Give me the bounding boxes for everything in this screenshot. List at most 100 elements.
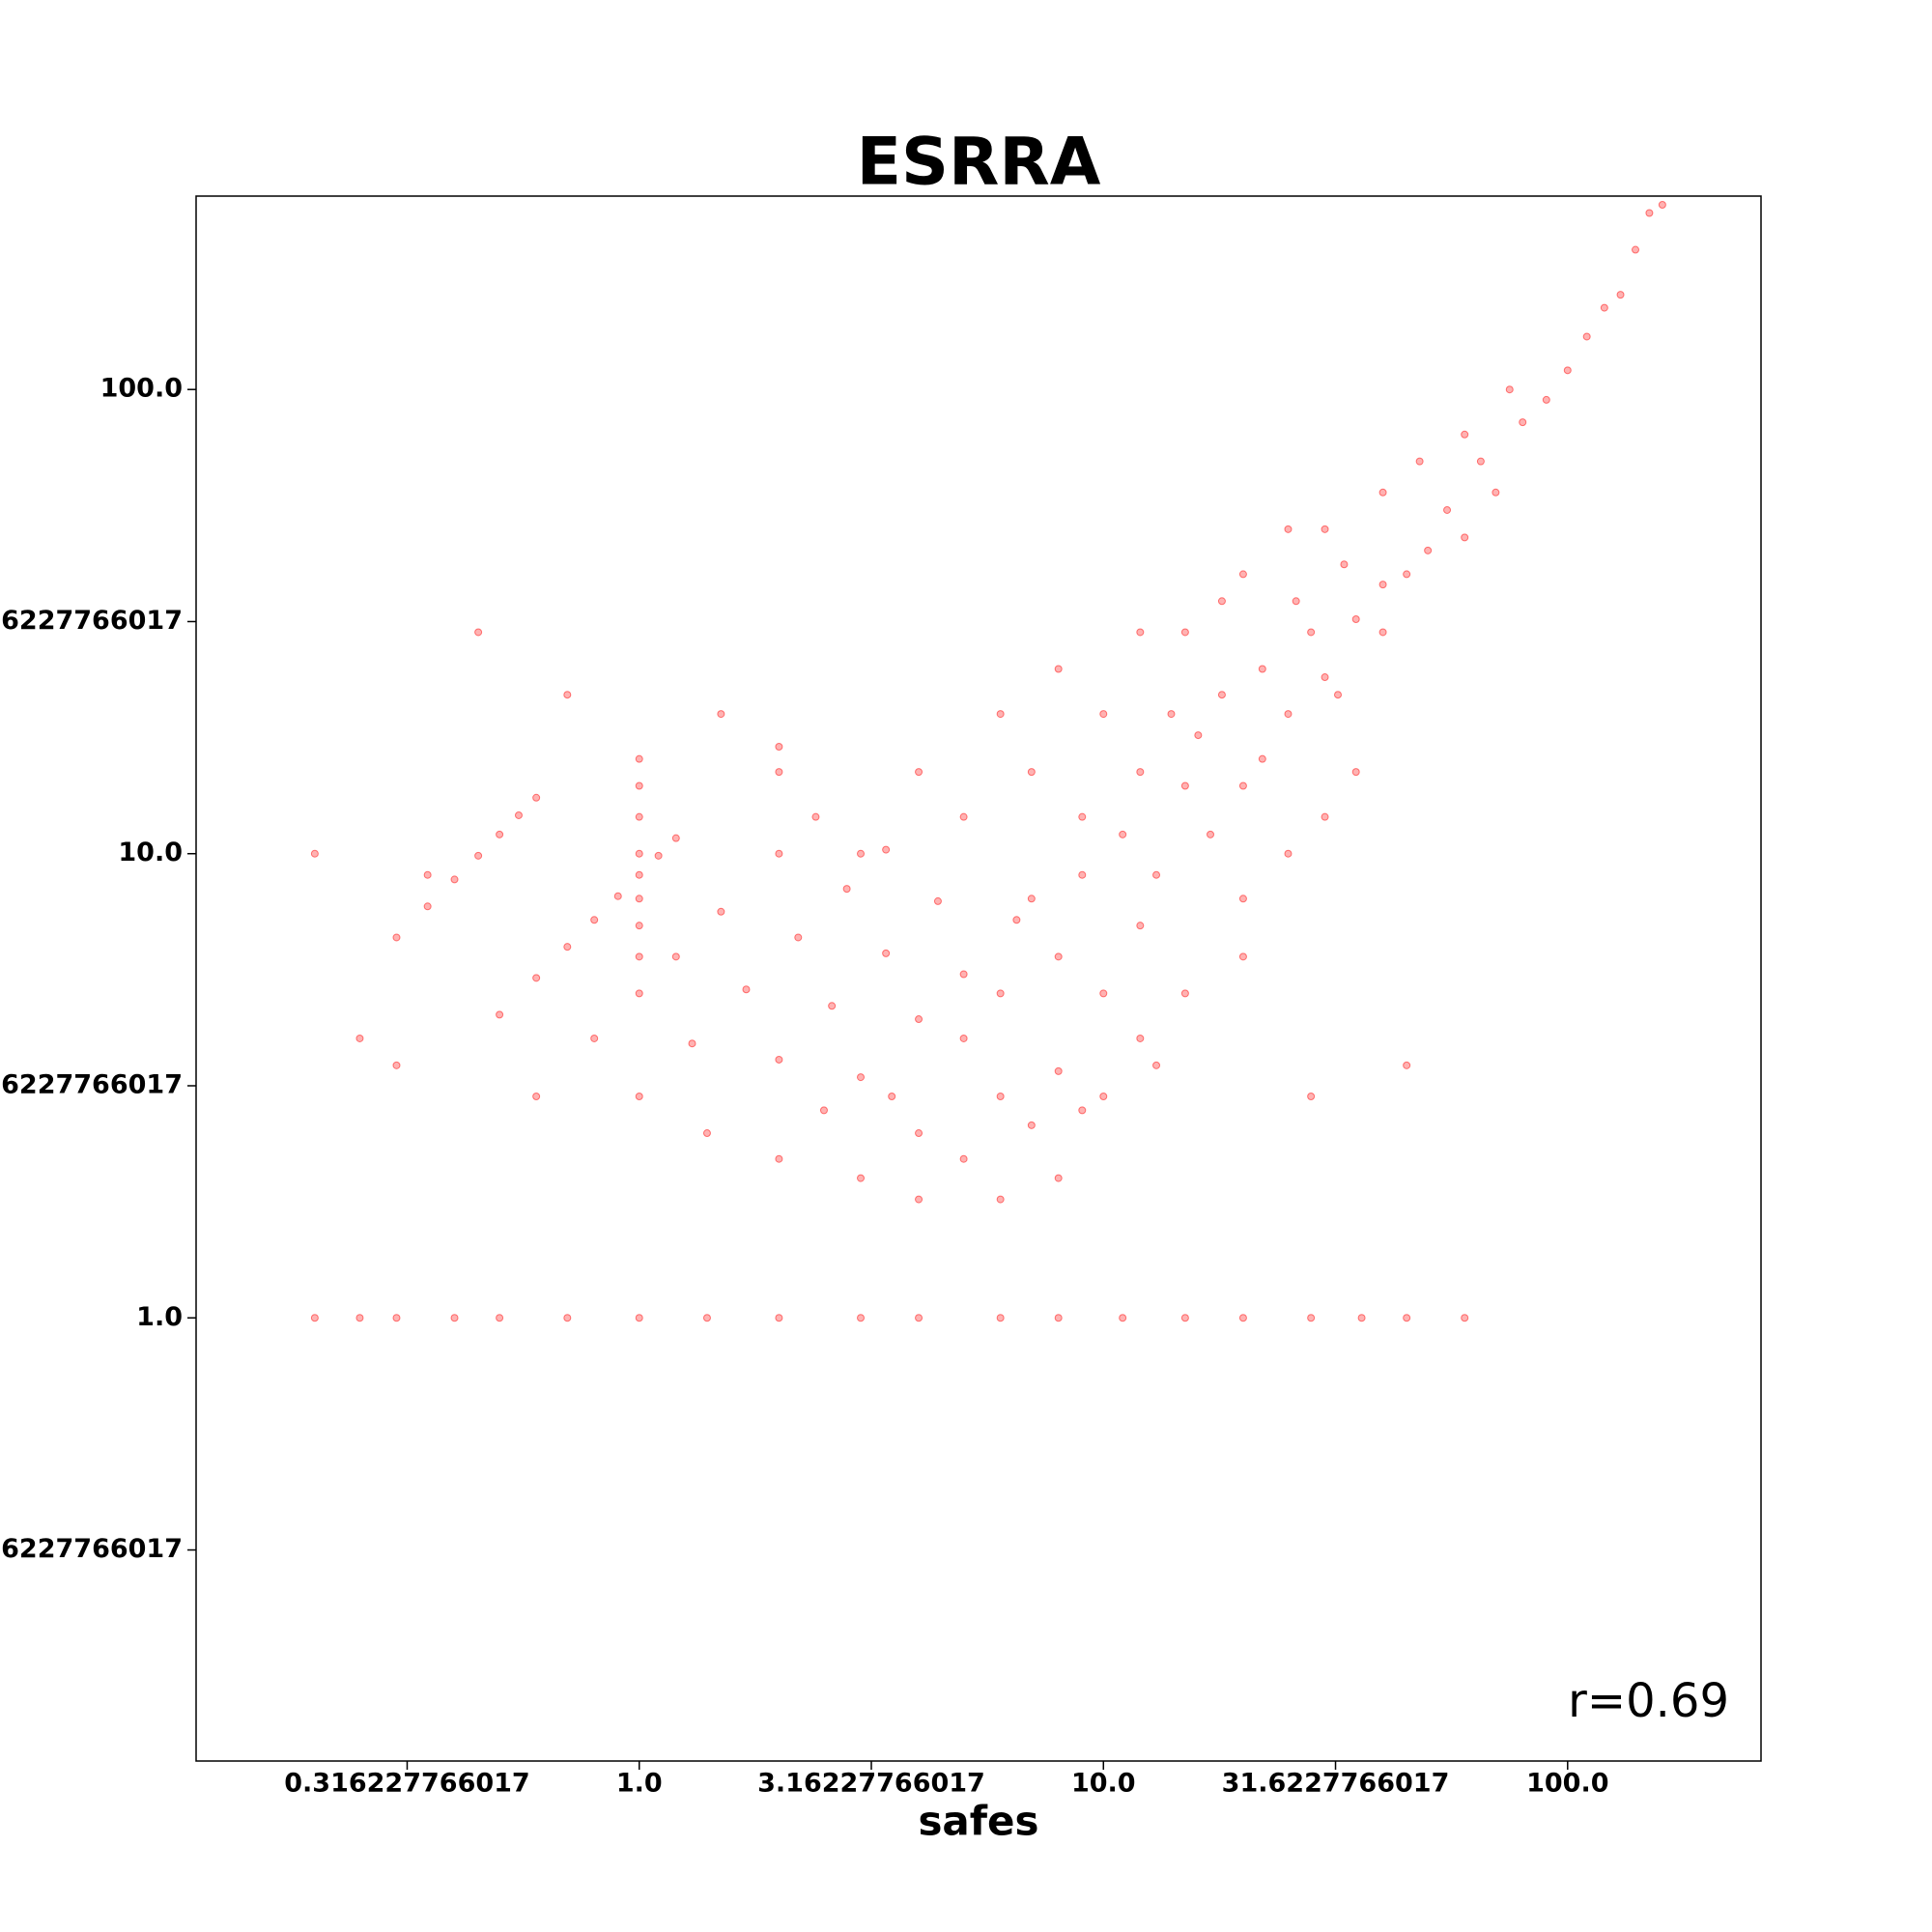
point (474, 628, 483, 637)
x-tick-label: 31.6227766017 (1222, 1769, 1450, 1799)
point (882, 845, 891, 854)
point (1334, 691, 1343, 699)
point (1078, 812, 1087, 821)
point (310, 1314, 319, 1322)
point (1238, 570, 1247, 579)
point (392, 1061, 401, 1069)
point (1238, 781, 1247, 790)
point (1632, 245, 1640, 254)
point (1284, 525, 1293, 533)
point (496, 1010, 504, 1019)
point (775, 1154, 783, 1163)
point (915, 1195, 923, 1204)
point (635, 895, 643, 903)
point (1078, 1106, 1087, 1115)
point (450, 1314, 459, 1322)
point (1167, 710, 1176, 719)
point (1258, 754, 1266, 763)
point (1424, 546, 1433, 554)
point (959, 1034, 968, 1042)
point (563, 691, 572, 699)
x-tick-label: 10.0 (1071, 1769, 1136, 1799)
point (1099, 989, 1108, 998)
point (392, 1314, 401, 1322)
point (1321, 525, 1329, 533)
point (959, 812, 968, 821)
point (1136, 1034, 1145, 1042)
point (1119, 1314, 1127, 1322)
point (450, 875, 459, 884)
point (1292, 597, 1300, 606)
point (1012, 916, 1021, 924)
point (671, 952, 680, 961)
x-tick-label: 0.316227766017 (284, 1769, 529, 1799)
point (915, 1314, 923, 1322)
point (1027, 768, 1036, 777)
point (1563, 366, 1572, 375)
y-tick-label: 3.16227766017 (0, 1069, 183, 1099)
point (775, 1314, 783, 1322)
point (1505, 385, 1514, 394)
point (1542, 395, 1550, 404)
point (496, 830, 504, 838)
point (1307, 1314, 1316, 1322)
x-axis-label: safes (918, 1798, 1038, 1845)
point (857, 1174, 866, 1182)
point (933, 896, 942, 905)
point (1378, 488, 1387, 497)
point (702, 1129, 711, 1138)
point (635, 781, 643, 790)
point (635, 952, 643, 961)
point (1658, 200, 1666, 209)
point (794, 933, 803, 942)
point (635, 989, 643, 998)
point (702, 1314, 711, 1322)
point (613, 892, 622, 900)
point (811, 812, 820, 821)
point (717, 710, 725, 719)
point (1180, 1314, 1189, 1322)
point (1600, 303, 1608, 312)
point (1461, 430, 1469, 439)
point (819, 1106, 828, 1115)
point (857, 1073, 866, 1082)
point (1351, 768, 1360, 777)
point (1152, 870, 1161, 879)
point (996, 1195, 1005, 1204)
point (1180, 781, 1189, 790)
point (310, 849, 319, 858)
point (996, 1314, 1005, 1322)
point (590, 1034, 599, 1042)
point (1461, 533, 1469, 542)
point (1582, 332, 1591, 341)
point (1180, 628, 1189, 637)
point (1403, 570, 1411, 579)
x-tick-label: 1.0 (616, 1769, 663, 1799)
point (1403, 1314, 1411, 1322)
point (1284, 710, 1293, 719)
point (1136, 922, 1145, 930)
point (996, 989, 1005, 998)
point (1027, 895, 1036, 903)
point (1054, 1066, 1063, 1075)
chart-title: ESRRA (857, 125, 1101, 201)
x-tick-label: 3.16227766017 (757, 1769, 985, 1799)
point (563, 943, 572, 952)
point (635, 754, 643, 763)
point (1238, 895, 1247, 903)
y-tick-label: 31.6227766017 (0, 606, 183, 636)
point (857, 1314, 866, 1322)
point (1217, 691, 1226, 699)
point (635, 1092, 643, 1100)
y-tick-label: 1.0 (136, 1302, 183, 1332)
point (1357, 1314, 1366, 1322)
point (474, 851, 483, 860)
plot-frame (195, 195, 1762, 1762)
point (1238, 1314, 1247, 1322)
point (635, 812, 643, 821)
point (1207, 830, 1215, 838)
point (915, 768, 923, 777)
point (496, 1314, 504, 1322)
point (1351, 614, 1360, 623)
